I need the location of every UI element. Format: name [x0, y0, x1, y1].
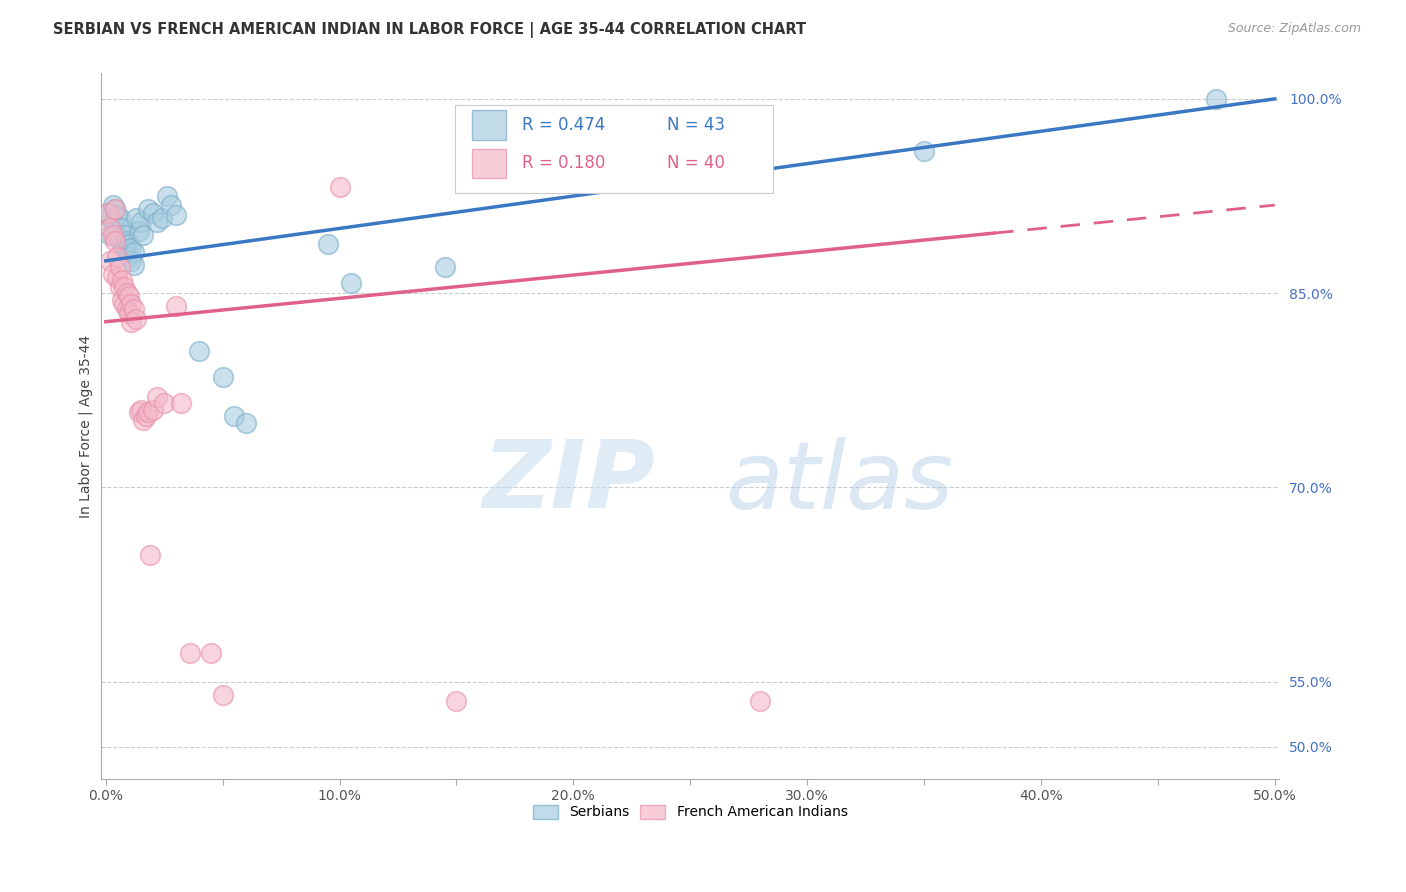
Point: [104, 221, 127, 235]
Point: [111, 273, 134, 287]
Point: [100, 253, 122, 268]
Point: [108, 211, 131, 225]
Point: [160, 198, 183, 212]
Point: [108, 279, 131, 293]
Point: [169, 396, 191, 410]
Text: atlas: atlas: [725, 437, 953, 528]
Point: [146, 390, 169, 404]
Point: [115, 235, 138, 249]
Point: [115, 244, 138, 259]
Point: [749, 694, 772, 708]
Point: [128, 405, 150, 419]
Point: [146, 215, 169, 229]
Legend: Serbians, French American Indians: Serbians, French American Indians: [527, 799, 853, 825]
Point: [125, 211, 148, 225]
Point: [108, 260, 131, 275]
Point: [111, 221, 134, 235]
Point: [118, 236, 141, 251]
Point: [101, 215, 124, 229]
Point: [188, 344, 211, 359]
Point: [107, 227, 129, 242]
Point: [101, 198, 124, 212]
Point: [125, 312, 148, 326]
Point: [97, 206, 120, 220]
Point: [211, 688, 233, 702]
Point: [132, 227, 155, 242]
Text: N = 40: N = 40: [666, 154, 724, 172]
Point: [224, 409, 246, 424]
Point: [200, 646, 222, 660]
Text: R = 0.474: R = 0.474: [522, 116, 605, 134]
Point: [165, 299, 187, 313]
Point: [118, 250, 141, 264]
Point: [100, 211, 122, 225]
Point: [433, 260, 456, 275]
Point: [111, 293, 134, 307]
Point: [118, 289, 141, 303]
Point: [104, 202, 127, 216]
Point: [235, 416, 257, 430]
Point: [122, 258, 145, 272]
Point: [179, 646, 201, 660]
Point: [135, 409, 157, 424]
Point: [114, 241, 136, 255]
Point: [132, 413, 155, 427]
Point: [155, 189, 177, 203]
Point: [104, 235, 127, 249]
Point: [101, 267, 124, 281]
FancyBboxPatch shape: [472, 148, 506, 178]
Point: [136, 202, 159, 216]
Point: [129, 215, 152, 229]
Point: [100, 227, 122, 242]
Point: [139, 548, 162, 562]
Point: [153, 396, 176, 410]
Y-axis label: In Labor Force | Age 35-44: In Labor Force | Age 35-44: [79, 334, 93, 517]
Text: SERBIAN VS FRENCH AMERICAN INDIAN IN LABOR FORCE | AGE 35-44 CORRELATION CHART: SERBIAN VS FRENCH AMERICAN INDIAN IN LAB…: [53, 22, 807, 38]
Point: [118, 305, 141, 319]
Point: [141, 402, 163, 417]
Point: [115, 301, 138, 316]
Point: [1205, 92, 1227, 106]
Point: [912, 144, 935, 158]
Point: [114, 296, 136, 310]
Point: [121, 315, 143, 329]
Text: Source: ZipAtlas.com: Source: ZipAtlas.com: [1227, 22, 1361, 36]
Point: [114, 279, 136, 293]
Point: [316, 236, 339, 251]
Text: ZIP: ZIP: [482, 436, 655, 528]
Point: [121, 296, 143, 310]
Point: [114, 227, 136, 242]
Point: [165, 209, 187, 223]
Point: [108, 232, 131, 246]
FancyBboxPatch shape: [454, 104, 773, 193]
Point: [111, 236, 134, 251]
Point: [136, 405, 159, 419]
Point: [121, 253, 143, 268]
Point: [446, 694, 468, 708]
Point: [107, 270, 129, 285]
Point: [211, 370, 233, 384]
Point: [115, 286, 138, 301]
Point: [121, 241, 143, 255]
Text: R = 0.180: R = 0.180: [522, 154, 605, 172]
Point: [104, 202, 127, 216]
Point: [107, 209, 129, 223]
Point: [141, 206, 163, 220]
Point: [129, 402, 152, 417]
Point: [97, 206, 120, 220]
Point: [150, 211, 173, 225]
FancyBboxPatch shape: [472, 111, 506, 140]
Point: [122, 244, 145, 259]
Text: N = 43: N = 43: [666, 116, 724, 134]
Point: [100, 221, 122, 235]
Point: [101, 227, 124, 242]
Point: [340, 276, 363, 290]
Point: [107, 250, 129, 264]
Point: [122, 301, 145, 316]
Point: [128, 224, 150, 238]
Point: [329, 180, 352, 194]
